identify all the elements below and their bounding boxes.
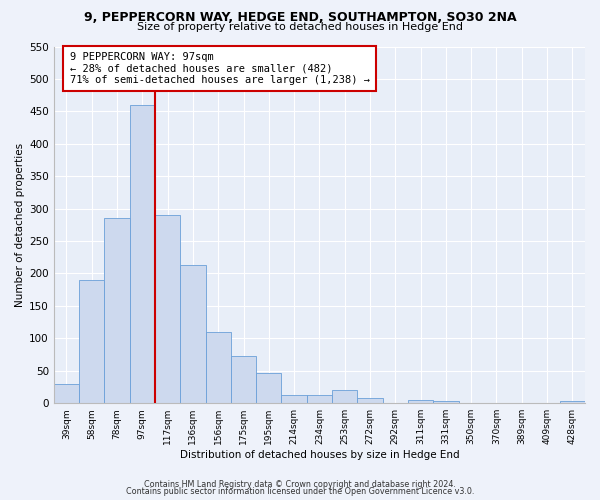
Text: Size of property relative to detached houses in Hedge End: Size of property relative to detached ho… <box>137 22 463 32</box>
Y-axis label: Number of detached properties: Number of detached properties <box>15 143 25 307</box>
Bar <box>130 105 155 403</box>
Bar <box>560 400 585 403</box>
Bar <box>332 390 358 403</box>
Bar <box>79 280 104 403</box>
Text: Contains public sector information licensed under the Open Government Licence v3: Contains public sector information licen… <box>126 487 474 496</box>
X-axis label: Distribution of detached houses by size in Hedge End: Distribution of detached houses by size … <box>179 450 459 460</box>
Bar <box>155 215 180 403</box>
Text: 9 PEPPERCORN WAY: 97sqm
← 28% of detached houses are smaller (482)
71% of semi-d: 9 PEPPERCORN WAY: 97sqm ← 28% of detache… <box>70 52 370 85</box>
Bar <box>206 332 231 403</box>
Bar <box>307 395 332 403</box>
Bar <box>54 384 79 403</box>
Bar <box>433 402 458 403</box>
Bar <box>256 374 281 403</box>
Bar <box>104 218 130 403</box>
Bar <box>281 395 307 403</box>
Bar <box>408 400 433 403</box>
Bar <box>358 398 383 403</box>
Text: Contains HM Land Registry data © Crown copyright and database right 2024.: Contains HM Land Registry data © Crown c… <box>144 480 456 489</box>
Text: 9, PEPPERCORN WAY, HEDGE END, SOUTHAMPTON, SO30 2NA: 9, PEPPERCORN WAY, HEDGE END, SOUTHAMPTO… <box>83 11 517 24</box>
Bar <box>180 265 206 403</box>
Bar <box>231 356 256 403</box>
